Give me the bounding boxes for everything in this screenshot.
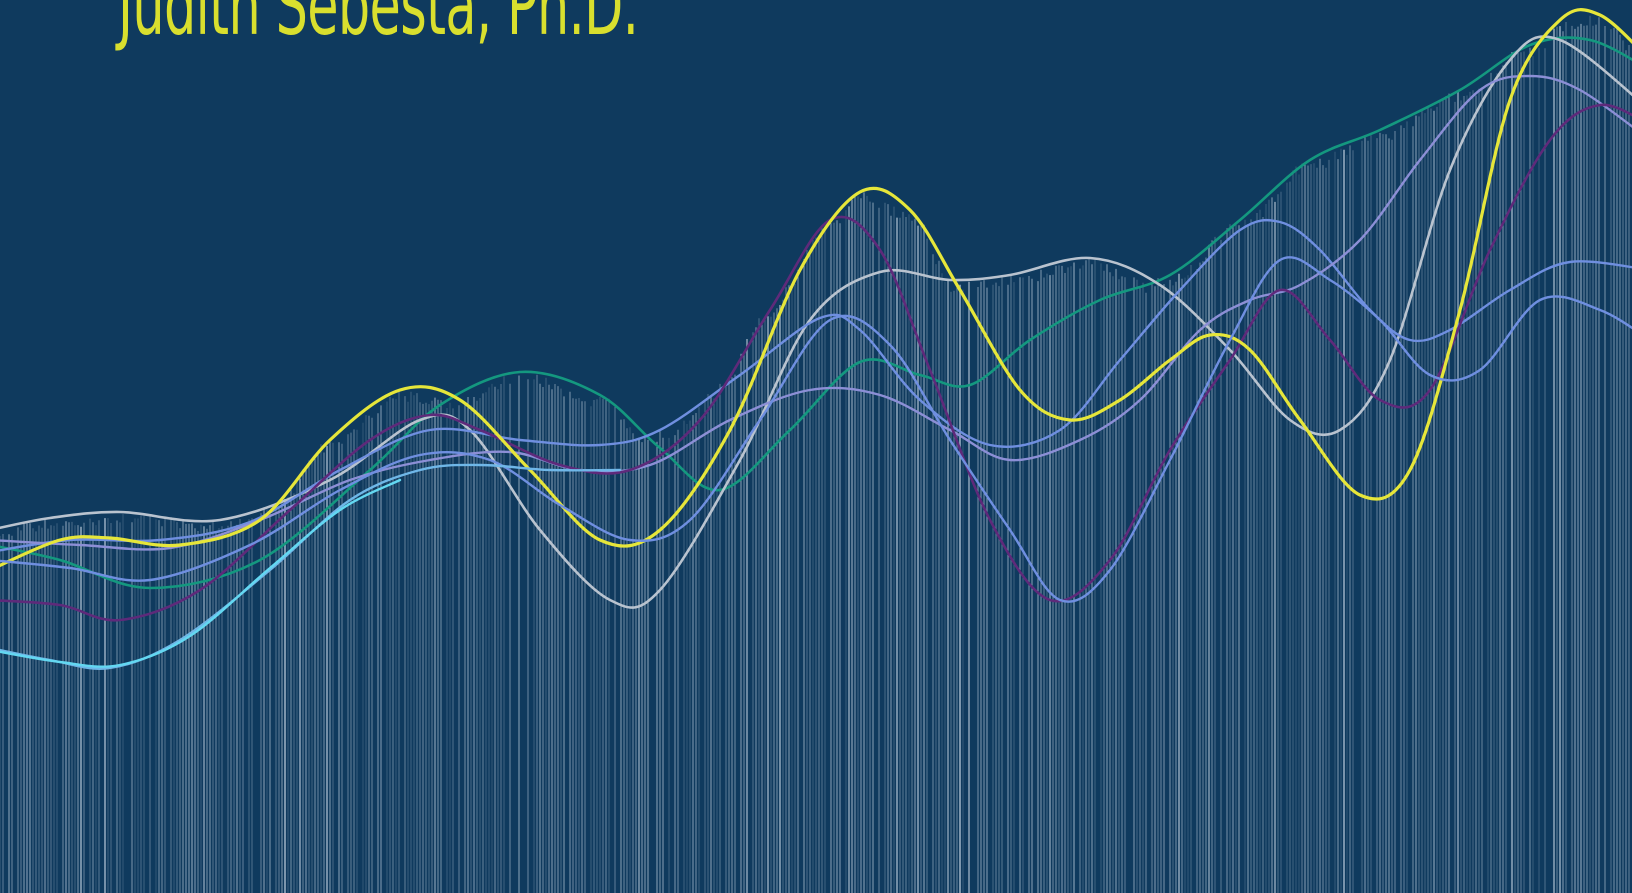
wave-line-lavender [0, 74, 1632, 551]
wave-line-teal [0, 36, 1632, 590]
wave-line-purple [0, 103, 1632, 622]
wave-line-periwinkle [0, 256, 1632, 603]
wave-lines [0, 8, 1632, 670]
vertical-stripes [0, 15, 1630, 893]
wave-line-yellow [0, 8, 1632, 568]
author-name: Judith Sebesta, Ph.D. [118, 0, 639, 54]
wave-line-silver [0, 35, 1632, 609]
wave-line-periwinkle [0, 218, 1632, 552]
wave-line-cyan [0, 478, 402, 668]
